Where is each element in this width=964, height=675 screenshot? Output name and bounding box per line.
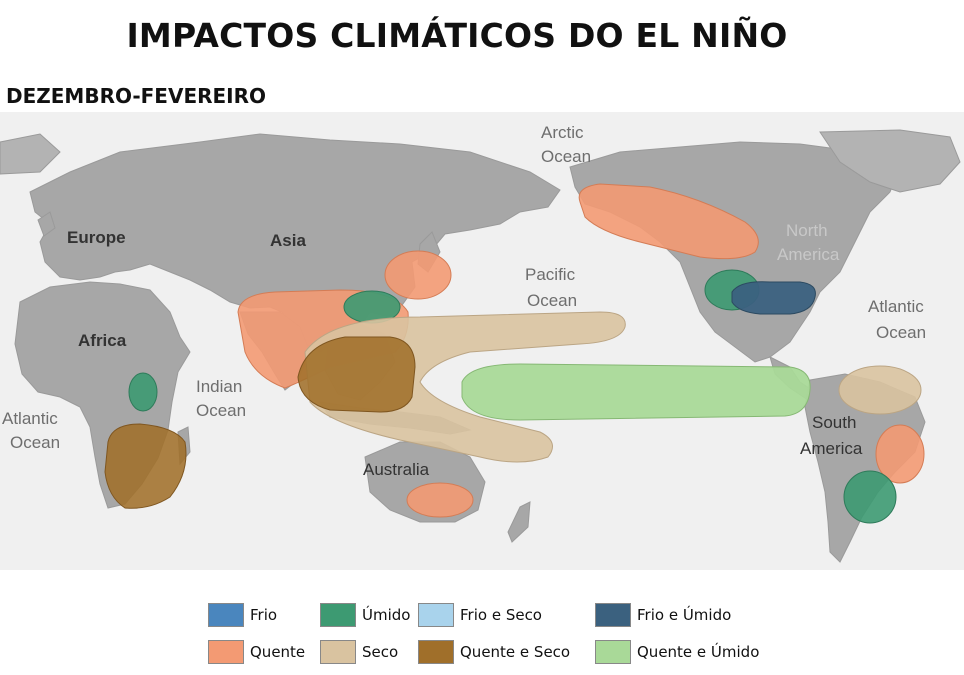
label-atlantic-east-ocean: Ocean <box>876 323 926 342</box>
label-arctic: Arctic <box>541 123 584 142</box>
map-labels: Arctic Ocean Europe Asia Africa Indian O… <box>2 123 926 479</box>
region-quente-australia <box>406 482 474 518</box>
legend-swatch <box>418 640 454 664</box>
label-indian-ocean: Ocean <box>196 401 246 420</box>
legend-swatch <box>320 603 356 627</box>
land-britain <box>37 211 56 237</box>
label-arctic-ocean: Ocean <box>541 147 591 166</box>
legend-label: Frio e Seco <box>460 606 542 624</box>
region-quente-japan <box>384 250 452 300</box>
region-frio-umido-gulf <box>731 281 816 315</box>
region-quente-seco-indonesia <box>297 336 416 413</box>
label-atlantic-east: Atlantic <box>868 297 924 316</box>
world-map: Arctic Ocean Europe Asia Africa Indian O… <box>0 112 964 570</box>
legend-item-quente-seco: Quente e Seco <box>418 640 570 664</box>
legend-swatch <box>418 603 454 627</box>
legend-item-frio-umido: Frio e Úmido <box>595 603 731 627</box>
legend-swatch <box>208 640 244 664</box>
land-new-zealand <box>507 501 531 543</box>
label-atlantic-west: Atlantic <box>2 409 58 428</box>
legend-item-quente-umido: Quente e Úmido <box>595 640 759 664</box>
label-north: North <box>786 221 828 240</box>
label-atlantic-west-ocean: Ocean <box>10 433 60 452</box>
label-north-america: America <box>777 245 840 264</box>
impact-regions <box>104 183 925 524</box>
label-africa: Africa <box>78 331 127 350</box>
legend-item-quente: Quente <box>208 640 305 664</box>
region-quente-umido-pacific <box>461 363 811 421</box>
label-asia: Asia <box>270 231 306 250</box>
map-title: IMPACTOS CLIMÁTICOS DO EL NIÑO <box>126 16 788 55</box>
region-quente-north-pacific <box>578 183 759 260</box>
legend-item-frio-seco: Frio e Seco <box>418 603 542 627</box>
legend-item-frio: Frio <box>208 603 277 627</box>
legend-label: Quente <box>250 643 306 661</box>
legend-label: Frio <box>250 606 278 624</box>
legend-swatch <box>208 603 244 627</box>
region-quente-se-brazil <box>875 424 925 484</box>
label-indian: Indian <box>196 377 242 396</box>
legend-label: Seco <box>362 643 399 661</box>
label-south-america: America <box>800 439 863 458</box>
legend-swatch <box>595 603 631 627</box>
legend-label: Quente e Úmido <box>637 643 760 661</box>
label-south: South <box>812 413 856 432</box>
legend-item-umido: Úmido <box>320 603 410 627</box>
legend-swatch <box>595 640 631 664</box>
label-europe: Europe <box>67 228 126 247</box>
season-subtitle: DEZEMBRO-FEVEREIRO <box>6 84 267 108</box>
region-seco-north-brazil <box>838 365 922 415</box>
legend-swatch <box>320 640 356 664</box>
land-greenland-east <box>819 129 961 193</box>
label-pacific: Pacific <box>525 265 576 284</box>
legend-label: Frio e Úmido <box>637 606 732 624</box>
legend-label: Úmido <box>362 606 411 624</box>
legend-item-seco: Seco <box>320 640 398 664</box>
legend-label: Quente e Seco <box>460 643 571 661</box>
label-pacific-ocean: Ocean <box>527 291 577 310</box>
region-umido-east-africa <box>128 372 158 412</box>
label-australia: Australia <box>363 460 430 479</box>
region-quente-seco-south-africa <box>104 423 187 509</box>
land-greenland-west <box>0 133 61 175</box>
region-umido-se-south-america <box>843 470 897 524</box>
